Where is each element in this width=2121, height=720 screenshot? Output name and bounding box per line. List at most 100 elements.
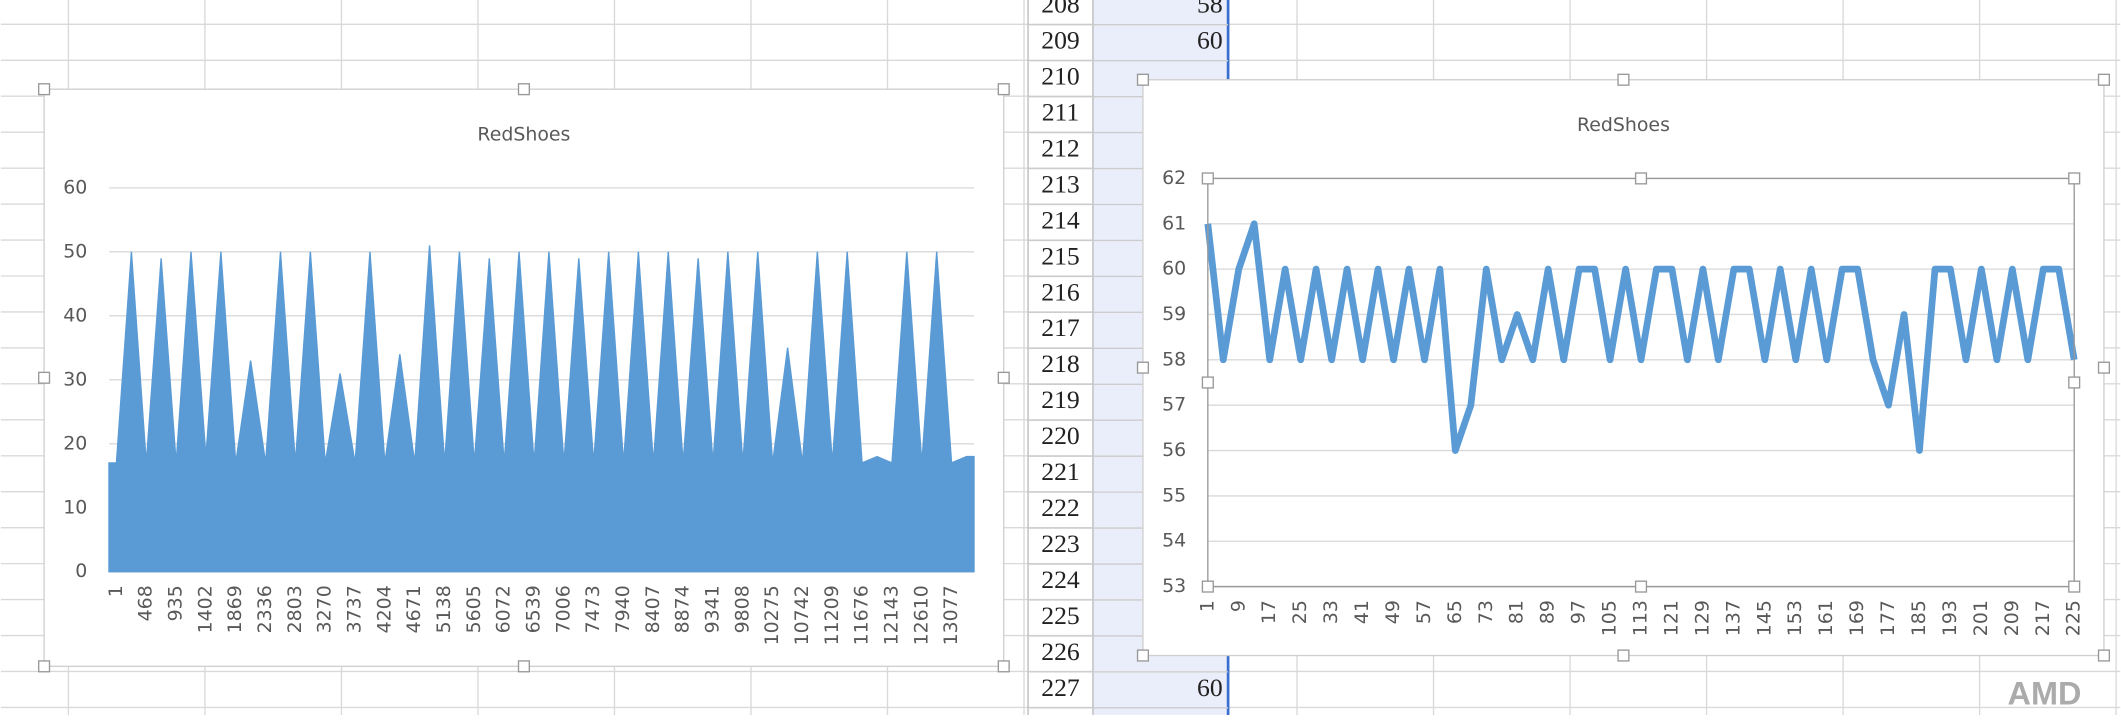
x-tick-label: 137	[1722, 600, 1744, 636]
y-tick-label: 40	[63, 304, 87, 326]
plot-handle	[2068, 172, 2081, 185]
y-tick-label: 0	[75, 560, 87, 582]
plot-handle	[1634, 580, 1648, 593]
y-tick-label: 54	[1162, 530, 1186, 552]
row-number: 210	[1041, 62, 1080, 91]
resize-handle	[997, 660, 1010, 673]
x-tick-label: 7006	[552, 585, 574, 633]
row-number: 220	[1041, 421, 1080, 450]
x-tick-label: 89	[1537, 600, 1559, 624]
x-tick-label: 2336	[254, 585, 276, 633]
x-tick-label: 65	[1444, 600, 1466, 624]
resize-handle	[1136, 73, 1150, 86]
cell-value: 60	[1197, 26, 1223, 55]
chart: RedShoes 53 54 55 56 57 58 59 60 61 62 1 9 17 25 33 41 49…	[1136, 73, 2111, 662]
x-tick-label: 73	[1475, 600, 1497, 624]
x-tick-label: 1869	[224, 585, 246, 633]
y-tick-label: 55	[1162, 484, 1186, 506]
x-tick-label: 12143	[880, 585, 902, 645]
x-tick-label: 3270	[314, 585, 336, 633]
x-tick-label: 113	[1630, 600, 1652, 636]
x-tick-label: 8874	[672, 585, 694, 633]
x-tick-label: 41	[1351, 600, 1373, 624]
resize-handle	[1617, 649, 1630, 662]
y-tick-label: 58	[1162, 348, 1186, 370]
resize-handle	[2097, 361, 2111, 374]
x-tick-label: 5605	[463, 585, 485, 633]
y-tick-label: 59	[1162, 303, 1186, 325]
x-tick-label: 33	[1320, 600, 1342, 624]
resize-handle	[2097, 73, 2111, 86]
resize-handle	[517, 660, 530, 673]
x-tick-label: 1402	[194, 585, 216, 633]
x-tick-label: 129	[1691, 600, 1713, 636]
row-number: 222	[1041, 493, 1080, 522]
row-number: 227	[1041, 673, 1080, 702]
x-tick-label: 10742	[791, 585, 813, 645]
x-tick-label: 17	[1258, 600, 1280, 624]
y-tick-label: 50	[63, 240, 87, 262]
resize-handle	[1136, 649, 1150, 662]
x-tick-label: 10275	[761, 585, 783, 645]
x-tick-label: 185	[1908, 600, 1930, 636]
cell-value: 58	[1197, 0, 1223, 19]
plot-handle	[1201, 376, 1214, 389]
row-number: 217	[1041, 313, 1080, 342]
row-number: 221	[1041, 457, 1080, 486]
plot-handle	[2068, 580, 2081, 593]
x-tick-label: 25	[1289, 600, 1311, 624]
x-tick-label: 57	[1413, 600, 1435, 624]
row-number: 224	[1041, 565, 1080, 594]
x-tick-label: 97	[1568, 600, 1590, 624]
row-number: 223	[1041, 529, 1080, 558]
x-tick-label: 13077	[940, 585, 962, 645]
chart-title: RedShoes	[1577, 114, 1670, 136]
y-tick-label: 60	[1162, 258, 1186, 280]
row-number: 213	[1041, 169, 1080, 198]
y-tick-label: 10	[63, 496, 87, 518]
plot-handle	[1201, 580, 1214, 593]
y-tick-label: 60	[63, 176, 87, 198]
x-tick-label: 4671	[403, 585, 425, 633]
x-tick-label: 177	[1877, 600, 1899, 636]
x-tick-label: 145	[1753, 600, 1775, 636]
resize-handle	[1136, 361, 1150, 374]
y-tick-label: 61	[1162, 212, 1186, 234]
x-tick-label: 121	[1660, 600, 1682, 636]
x-tick-label: 468	[135, 585, 157, 621]
plot-handle	[2068, 376, 2081, 389]
plot-handle	[1201, 172, 1214, 185]
row-number: 226	[1041, 637, 1080, 666]
x-tick-label: 105	[1599, 600, 1621, 636]
x-tick-label: 7940	[612, 585, 634, 633]
chart-title: RedShoes	[477, 124, 570, 146]
row-number: 214	[1041, 205, 1080, 234]
y-tick-label: 56	[1162, 439, 1186, 461]
y-tick-label: 30	[63, 368, 87, 390]
row-number: 218	[1041, 349, 1080, 378]
resize-handle	[38, 660, 51, 673]
x-tick-label: 4204	[373, 585, 395, 633]
y-tick-label: 20	[63, 432, 87, 454]
x-tick-label: 9808	[731, 585, 753, 633]
y-tick-label: 53	[1162, 575, 1186, 597]
resize-handle	[38, 83, 51, 96]
x-tick-label: 2803	[284, 585, 306, 633]
y-tick-label: 57	[1162, 394, 1186, 416]
resize-handle	[2097, 649, 2111, 662]
y-tick-label: 62	[1162, 167, 1186, 189]
resize-handle	[1617, 73, 1630, 86]
x-tick-label: 161	[1815, 600, 1837, 636]
row-number: 219	[1041, 385, 1080, 414]
x-tick-label: 193	[1939, 600, 1961, 636]
watermark: AMD	[2008, 676, 2082, 712]
x-tick-label: 8407	[642, 585, 664, 633]
row-number: 212	[1041, 133, 1080, 162]
x-tick-label: 217	[2032, 600, 2054, 636]
cell-value: 60	[1197, 673, 1223, 702]
x-tick-label: 6072	[493, 585, 515, 633]
x-tick-label: 9341	[701, 585, 723, 633]
row-number: 225	[1041, 601, 1080, 630]
resize-handle	[997, 83, 1010, 96]
